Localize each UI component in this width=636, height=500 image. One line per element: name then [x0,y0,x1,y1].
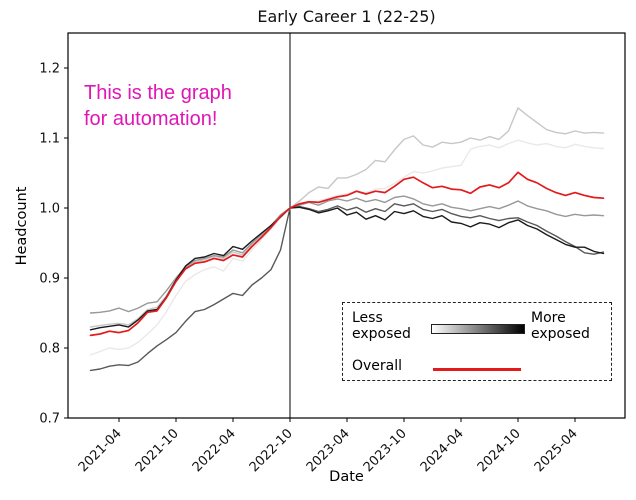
x-tick-label: 2024-04 [418,426,467,475]
x-tick-label: 2025-04 [532,426,581,475]
y-tick-label: 1.2 [39,62,60,77]
x-tick-label: 2024-10 [475,426,524,475]
legend-less-exposed-label: Less exposed [352,310,411,343]
series-line-Overall [89,171,605,337]
y-tick-label: 0.8 [39,342,60,357]
x-tick-label: 2022-04 [190,426,239,475]
annotation-text: This is the graph for automation! [84,82,232,131]
x-tick-label: 2023-04 [304,426,353,475]
x-tick-label: 2022-10 [247,426,296,475]
series-line-exposure-quintile-1-least-exposed [89,139,605,356]
y-axis-label: Headcount [14,186,30,266]
y-tick-label: 0.7 [39,412,60,427]
legend-overall-line-swatch [433,368,521,371]
y-tick-label: 1.1 [39,132,60,147]
x-tick-label: 2023-10 [361,426,410,475]
x-tick-label: 2021-04 [76,426,125,475]
x-tick-label: 2021-10 [133,426,182,475]
series-line-exposure-quintile-4 [89,203,605,372]
y-tick-label: 0.9 [39,272,60,287]
exposure-gradient-swatch [431,324,525,334]
legend-box: Less exposed More exposed Overall [342,302,612,381]
y-tick-label: 1.0 [39,202,60,217]
legend-overall-label: Overall [352,358,403,374]
x-axis-label: Date [329,469,364,485]
legend-more-exposed-label: More exposed [531,310,590,343]
chart-title: Early Career 1 (22-25) [257,7,436,26]
series-line-exposure-quintile-3 [89,195,605,314]
